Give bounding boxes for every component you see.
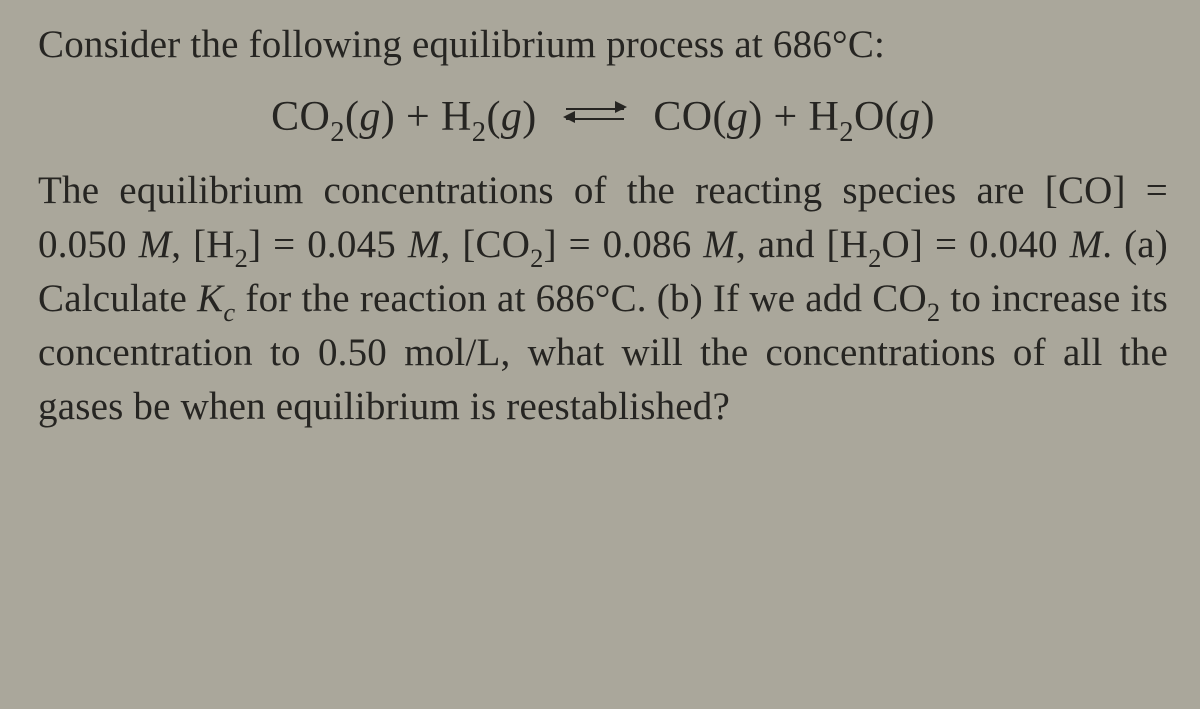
co2-phase: g: [359, 94, 380, 140]
h2o-sub-body: 2: [868, 243, 881, 273]
body-seg7: O] =: [882, 223, 969, 266]
h2-sub-body: 2: [235, 243, 248, 273]
species-h2o-o: O: [854, 94, 885, 140]
temperature-value: 686: [773, 23, 832, 66]
body-seg10: . (b) If we add CO: [637, 277, 927, 320]
temperature-unit-2: °C: [595, 277, 637, 320]
co-value: 0.050: [38, 223, 127, 266]
plus-1: +: [395, 94, 441, 140]
unit-m-3: M: [703, 223, 736, 266]
new-co2-value: 0.50: [318, 331, 387, 374]
equilibrium-arrow-icon: [563, 92, 626, 134]
unit-m-4: M: [1070, 223, 1103, 266]
body-seg9: for the reaction at: [235, 277, 535, 320]
degree-symbol: °: [832, 23, 848, 66]
equilibrium-equation: CO2(g) + H2(g) CO(g) + H2O(g): [38, 90, 1168, 145]
k-symbol: K: [197, 277, 223, 320]
k-subscript: c: [223, 297, 235, 327]
body-seg3: ] =: [248, 223, 307, 266]
co2-sub-body: 2: [530, 243, 543, 273]
h2-phase: g: [501, 94, 522, 140]
intro-paragraph: Consider the following equilibrium proce…: [38, 18, 1168, 72]
h2o-phase: g: [899, 94, 920, 140]
co2-sub-b: 2: [927, 297, 940, 327]
temperature-value-2: 686: [536, 277, 595, 320]
h2o-subscript: 2: [839, 117, 854, 148]
h2-subscript: 2: [472, 117, 487, 148]
plus-2: +: [763, 94, 809, 140]
species-h2o-h: H: [809, 94, 840, 140]
unit-m-2: M: [408, 223, 441, 266]
h2o-value: 0.040: [969, 223, 1058, 266]
intro-text: Consider the following equilibrium proce…: [38, 23, 773, 66]
co2-value: 0.086: [603, 223, 692, 266]
body-seg6: , and [H: [736, 223, 868, 266]
species-co: CO: [653, 94, 712, 140]
body-paragraph: The equilibrium concentrations of the re…: [38, 164, 1168, 433]
new-co2-unit: mol/L: [404, 331, 500, 374]
species-h2: H: [441, 94, 472, 140]
h2-value: 0.045: [307, 223, 396, 266]
unit-m-1: M: [139, 223, 172, 266]
body-seg5: ] =: [544, 223, 603, 266]
co2-subscript: 2: [330, 117, 345, 148]
body-seg4: , [CO: [441, 223, 531, 266]
body-seg1: The equilibrium concentrations of the re…: [38, 169, 1168, 212]
intro-suffix: :: [874, 23, 885, 66]
body-seg2: , [H: [171, 223, 234, 266]
co-phase: g: [727, 94, 748, 140]
temperature-unit: C: [848, 23, 874, 66]
species-co2: CO: [271, 94, 330, 140]
